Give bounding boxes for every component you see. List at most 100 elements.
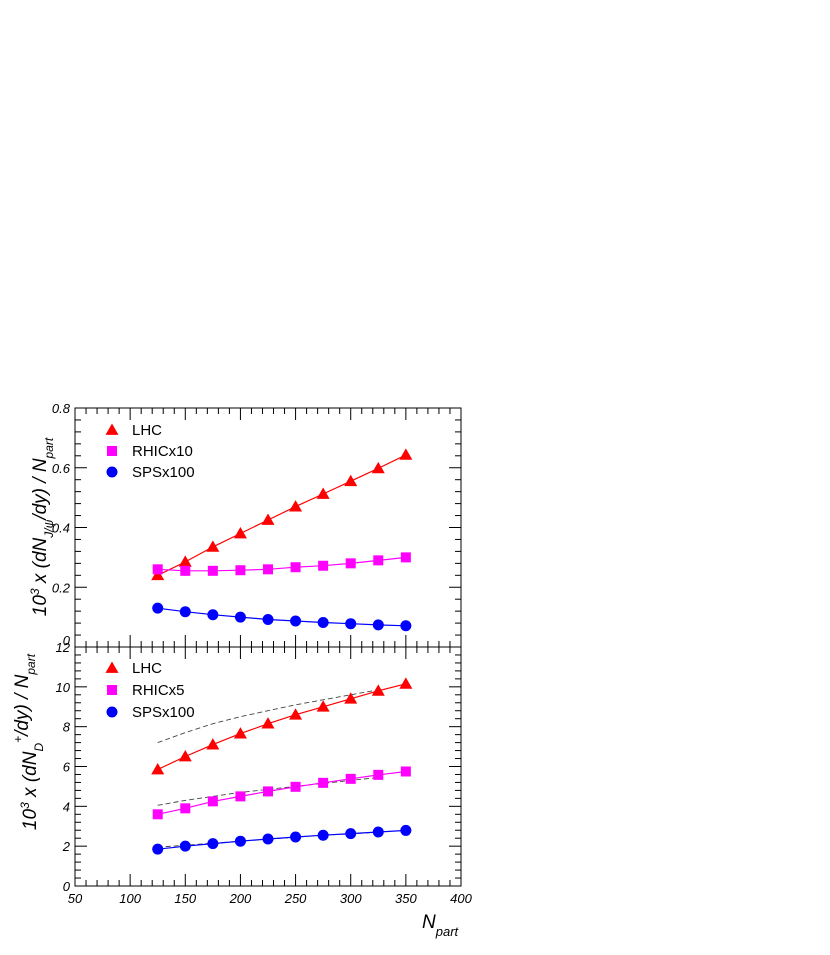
x-axis-title: Npart bbox=[422, 912, 460, 939]
bottom-y-tick-label: 0 bbox=[63, 879, 71, 894]
bottom-y-tick-label: 4 bbox=[63, 799, 70, 814]
bottom-point-rhicx5 bbox=[400, 766, 411, 777]
bottom-point-lhc bbox=[233, 727, 247, 739]
bottom-point-rhicx5 bbox=[152, 809, 163, 820]
bottom-point-spsx100 bbox=[372, 826, 384, 838]
bottom-y-axis-title: 103 x (dND+/dy) / Npart bbox=[11, 653, 46, 830]
bottom-point-lhc bbox=[371, 684, 385, 696]
top-point-rhicx10 bbox=[373, 555, 384, 566]
top-point-lhc bbox=[261, 513, 275, 525]
top-point-rhicx10 bbox=[290, 562, 301, 573]
bottom-point-spsx100 bbox=[262, 833, 274, 845]
bottom-legend-marker-rhicx5 bbox=[107, 685, 117, 695]
bottom-point-rhicx5 bbox=[180, 803, 191, 814]
bottom-y-tick-label: 10 bbox=[56, 680, 71, 695]
top-series-line-lhc bbox=[157, 454, 407, 576]
top-point-spsx100 bbox=[345, 618, 357, 630]
top-point-spsx100 bbox=[372, 619, 384, 631]
top-series-line-rhicx10 bbox=[157, 556, 406, 572]
bottom-series-line-rhicx5 bbox=[157, 770, 406, 815]
top-point-spsx100 bbox=[290, 615, 302, 627]
bottom-point-lhc bbox=[178, 750, 192, 762]
bottom-legend-label: LHC bbox=[132, 660, 162, 677]
top-y-tick-label: 0.2 bbox=[52, 580, 71, 595]
top-point-spsx100 bbox=[400, 620, 412, 632]
bottom-legend-marker-lhc bbox=[105, 661, 119, 673]
top-point-rhicx10 bbox=[152, 564, 163, 575]
bottom-point-lhc bbox=[206, 738, 220, 750]
top-y-tick-label: 0.8 bbox=[52, 401, 71, 416]
top-y-tick-label: 0.4 bbox=[52, 521, 70, 536]
bottom-point-lhc bbox=[399, 677, 413, 689]
top-legend-marker-rhicx10 bbox=[107, 446, 117, 456]
bottom-point-spsx100 bbox=[207, 838, 219, 850]
bottom-x-tick-label: 350 bbox=[395, 891, 417, 906]
top-point-lhc bbox=[344, 474, 358, 487]
top-point-spsx100 bbox=[262, 614, 274, 626]
bottom-point-rhicx5 bbox=[235, 791, 246, 802]
top-point-lhc bbox=[178, 555, 192, 567]
bottom-point-rhicx5 bbox=[207, 796, 218, 807]
bottom-point-spsx100 bbox=[317, 829, 329, 841]
bottom-x-tick-label: 100 bbox=[119, 891, 141, 906]
bottom-point-rhicx5 bbox=[318, 777, 329, 788]
bottom-x-tick-label: 50 bbox=[68, 891, 83, 906]
bottom-point-lhc bbox=[316, 700, 330, 712]
bottom-legend-marker-spsx100 bbox=[106, 706, 118, 718]
top-point-lhc bbox=[399, 448, 413, 460]
top-point-spsx100 bbox=[207, 609, 219, 621]
bottom-series-line-lhc bbox=[157, 683, 407, 771]
bottom-curve-lhc bbox=[157, 689, 379, 744]
bottom-x-tick-label: 200 bbox=[229, 891, 252, 906]
bottom-y-tick-label: 2 bbox=[62, 839, 71, 854]
top-legend-marker-spsx100 bbox=[106, 466, 118, 478]
bottom-point-spsx100 bbox=[234, 835, 246, 847]
top-point-lhc bbox=[371, 461, 385, 474]
top-legend-label: RHICx10 bbox=[132, 443, 193, 460]
top-point-rhicx10 bbox=[400, 552, 411, 563]
bottom-point-lhc bbox=[344, 692, 358, 704]
top-point-spsx100 bbox=[179, 606, 191, 618]
bottom-point-spsx100 bbox=[400, 824, 412, 836]
bottom-point-spsx100 bbox=[152, 843, 164, 855]
top-point-spsx100 bbox=[234, 611, 246, 623]
top-point-lhc bbox=[289, 500, 303, 512]
top-point-rhicx10 bbox=[235, 565, 246, 576]
bottom-series-line-spsx100 bbox=[157, 829, 406, 850]
top-series-line-spsx100 bbox=[157, 607, 406, 627]
top-point-lhc bbox=[206, 540, 220, 552]
bottom-point-rhicx5 bbox=[373, 769, 384, 780]
bottom-curve-rhicx5 bbox=[157, 777, 379, 806]
bottom-point-spsx100 bbox=[345, 828, 357, 840]
top-point-rhicx10 bbox=[180, 565, 191, 576]
bottom-y-tick-label: 8 bbox=[63, 720, 71, 735]
top-legend-label: LHC bbox=[132, 422, 162, 439]
bottom-x-tick-label: 400 bbox=[450, 891, 472, 906]
top-point-lhc bbox=[233, 526, 247, 539]
top-point-rhicx10 bbox=[345, 558, 356, 569]
top-point-rhicx10 bbox=[207, 565, 218, 576]
bottom-point-lhc bbox=[261, 717, 275, 729]
bottom-point-rhicx5 bbox=[345, 773, 356, 784]
bottom-point-spsx100 bbox=[290, 831, 302, 843]
top-point-lhc bbox=[151, 568, 165, 581]
top-y-tick-label: 0 bbox=[63, 633, 71, 648]
bottom-y-tick-label: 6 bbox=[63, 760, 71, 775]
top-point-spsx100 bbox=[317, 617, 329, 629]
bottom-point-lhc bbox=[289, 708, 303, 720]
bottom-legend-label: SPSx100 bbox=[132, 704, 195, 721]
top-panel: 0 0.2 0.4 0.6 0.8 LHC RHICx10 SPSx100 103 x (dNJ… bbox=[28, 401, 462, 648]
top-y-axis-title: 103 x (dNJ/ψ/dy) / Npart bbox=[28, 437, 56, 616]
top-legend-label: SPSx100 bbox=[132, 464, 195, 481]
top-point-rhicx10 bbox=[263, 564, 273, 575]
bottom-point-lhc bbox=[151, 762, 165, 775]
top-point-rhicx10 bbox=[318, 560, 329, 571]
top-y-tick-label: 0.6 bbox=[52, 461, 71, 476]
bottom-point-rhicx5 bbox=[263, 786, 273, 797]
bottom-x-tick-label: 300 bbox=[340, 891, 362, 906]
top-point-spsx100 bbox=[152, 602, 164, 614]
top-legend-marker-lhc bbox=[105, 423, 119, 435]
bottom-point-spsx100 bbox=[179, 840, 191, 852]
bottom-point-rhicx5 bbox=[290, 781, 301, 792]
